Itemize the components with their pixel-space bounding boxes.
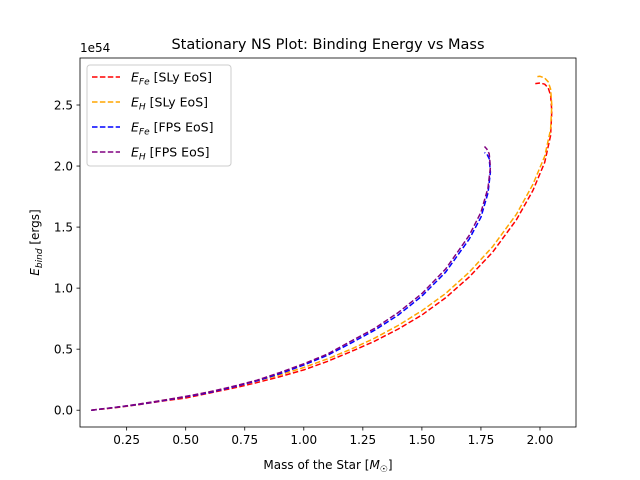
legend-text: [SLy EoS] bbox=[146, 95, 208, 110]
y-offset-text: 1e54 bbox=[80, 41, 110, 55]
x-axis-label: Mass of the Star [M☉] bbox=[263, 458, 392, 475]
legend-subscript: H bbox=[139, 153, 146, 163]
y-tick-label: 0.5 bbox=[54, 343, 73, 357]
y-label-symbol: E bbox=[28, 268, 42, 276]
x-tick-label: 1.00 bbox=[290, 433, 317, 447]
legend-entry: EH [SLy EoS] bbox=[131, 95, 208, 113]
x-label-subscript: ☉ bbox=[380, 465, 388, 475]
legend-symbol: E bbox=[131, 95, 139, 110]
y-label-subscript: bind bbox=[35, 248, 45, 268]
legend-subscript: Fe bbox=[139, 128, 150, 138]
series-layer bbox=[91, 75, 553, 411]
chart-title: Stationary NS Plot: Binding Energy vs Ma… bbox=[171, 37, 484, 53]
legend-entry: EFe [FPS EoS] bbox=[131, 120, 213, 138]
y-tick-label: 2.5 bbox=[54, 99, 73, 113]
x-tick-label: 0.25 bbox=[113, 433, 140, 447]
y-tick-label: 0.0 bbox=[54, 404, 73, 418]
legend-symbol: E bbox=[131, 145, 139, 160]
x-label-symbol: M bbox=[369, 458, 380, 472]
x-tick-label: 2.00 bbox=[527, 433, 554, 447]
x-tick-label: 1.75 bbox=[468, 433, 495, 447]
x-tick-label: 1.50 bbox=[409, 433, 436, 447]
y-tick-label: 1.0 bbox=[54, 282, 73, 296]
legend-subscript: H bbox=[139, 103, 146, 113]
legend: EFe [SLy EoS]EH [SLy EoS]EFe [FPS EoS]EH… bbox=[86, 64, 232, 167]
legend-items: EFe [SLy EoS]EH [SLy EoS]EFe [FPS EoS]EH… bbox=[92, 70, 213, 163]
legend-text: [FPS EoS] bbox=[146, 145, 210, 160]
legend-box bbox=[86, 64, 232, 167]
series-line-e-h-fps-eos- bbox=[91, 145, 492, 411]
x-tick-label: 0.75 bbox=[231, 433, 258, 447]
x-label-main: Mass of the Star [ bbox=[263, 458, 369, 472]
legend-symbol: E bbox=[131, 120, 139, 135]
axes-frame bbox=[79, 57, 577, 428]
x-axis: 0.25 0.50 0.75 1.00 1.25 1.50 1.75 2.00 bbox=[113, 427, 553, 447]
series-line-e-fe-sly-eos- bbox=[91, 82, 553, 411]
legend-text: [FPS EoS] bbox=[150, 120, 214, 135]
y-label-unit: [ergs] bbox=[28, 209, 42, 248]
y-tick-label: 1.5 bbox=[54, 221, 73, 235]
legend-entry: EFe [SLy EoS] bbox=[131, 70, 212, 88]
legend-subscript: Fe bbox=[139, 78, 150, 88]
x-tick-label: 0.50 bbox=[172, 433, 199, 447]
y-axis-label: Ebind [ergs] bbox=[28, 209, 45, 275]
legend-symbol: E bbox=[131, 70, 139, 85]
legend-entry: EH [FPS EoS] bbox=[131, 145, 210, 163]
legend-text: [SLy EoS] bbox=[150, 70, 212, 85]
y-axis: 0.0 0.5 1.0 1.5 2.0 2.5 bbox=[54, 99, 80, 418]
y-tick-label: 2.0 bbox=[54, 160, 73, 174]
x-label-end: ] bbox=[388, 458, 393, 472]
x-tick-label: 1.25 bbox=[349, 433, 376, 447]
